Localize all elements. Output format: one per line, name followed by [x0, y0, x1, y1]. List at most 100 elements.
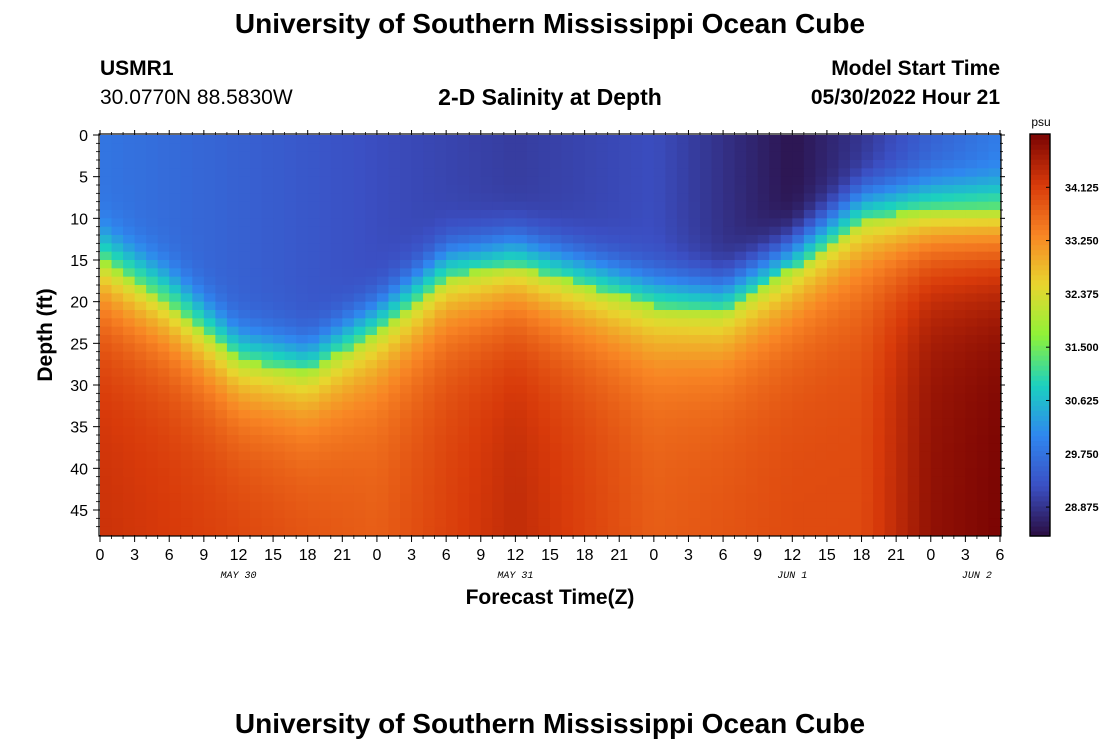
heatmap-cell	[930, 343, 943, 353]
heatmap-cell	[273, 418, 286, 428]
heatmap-cell	[353, 343, 366, 353]
y-tick-label: 10	[70, 211, 88, 228]
heatmap-cell	[226, 235, 240, 244]
heatmap-cell	[953, 410, 966, 419]
heatmap-cell	[596, 393, 609, 403]
heatmap-cell	[780, 318, 793, 328]
heatmap-cell	[134, 143, 147, 153]
heatmap-cell	[942, 201, 955, 211]
colorbar-swatch	[1030, 279, 1050, 286]
heatmap-cell	[607, 451, 620, 461]
heatmap-cell	[250, 160, 263, 169]
heatmap-cell	[296, 518, 309, 528]
heatmap-cell	[746, 218, 759, 228]
heatmap-cell	[388, 401, 401, 411]
heatmap-cell	[503, 243, 516, 253]
heatmap-cell	[815, 285, 828, 294]
heatmap-cell	[723, 401, 736, 411]
heatmap-cell	[123, 293, 136, 303]
heatmap-cell	[134, 201, 147, 211]
heatmap-cell	[411, 226, 424, 236]
heatmap-cell	[780, 326, 793, 336]
heatmap-cell	[238, 335, 251, 344]
heatmap-cell	[803, 143, 816, 153]
heatmap-cell	[342, 418, 355, 428]
heatmap-cell	[630, 485, 643, 494]
colorbar-swatch	[1030, 490, 1050, 497]
heatmap-cell	[134, 435, 147, 444]
heatmap-cell	[676, 210, 690, 219]
heatmap-cell	[123, 510, 136, 519]
heatmap-cell	[861, 310, 874, 319]
heatmap-cell	[134, 343, 147, 353]
colorbar-swatch	[1030, 249, 1050, 256]
heatmap-cell	[965, 185, 978, 194]
heatmap-cell	[665, 493, 678, 503]
heatmap-cell	[723, 460, 736, 469]
heatmap-cell	[919, 226, 932, 236]
heatmap-cell	[515, 226, 528, 236]
heatmap-cell	[965, 135, 978, 144]
heatmap-cell	[988, 385, 1001, 394]
heatmap-cell	[307, 293, 320, 303]
heatmap-cell	[873, 460, 886, 469]
heatmap-cell	[919, 326, 932, 336]
heatmap-cell	[492, 501, 505, 511]
heatmap-cell	[538, 451, 551, 461]
heatmap-cell	[273, 460, 286, 469]
heatmap-cell	[457, 285, 470, 294]
heatmap-cell	[526, 360, 540, 369]
heatmap-cell	[365, 176, 378, 186]
heatmap-cell	[746, 251, 759, 261]
heatmap-cell	[734, 368, 747, 378]
colorbar-swatch	[1030, 525, 1050, 532]
heatmap-cell	[815, 351, 828, 361]
heatmap-cell	[319, 443, 332, 453]
heatmap-cell	[850, 285, 863, 294]
heatmap-cell	[700, 285, 713, 294]
heatmap-cell	[515, 401, 528, 411]
heatmap-cell	[676, 510, 690, 519]
heatmap-cell	[365, 268, 378, 278]
heatmap-cell	[238, 293, 251, 303]
heatmap-cell	[538, 443, 551, 453]
heatmap-cell	[884, 493, 897, 503]
heatmap-cell	[526, 185, 540, 194]
heatmap-cell	[700, 185, 713, 194]
heatmap-cell	[653, 301, 666, 311]
heatmap-cell	[596, 235, 609, 244]
heatmap-cell	[965, 451, 978, 461]
heatmap-cell	[711, 251, 724, 261]
heatmap-cell	[630, 218, 643, 228]
heatmap-cell	[746, 235, 759, 244]
heatmap-cell	[526, 151, 540, 161]
heatmap-cell	[376, 285, 390, 294]
colorbar-swatch	[1030, 174, 1050, 180]
heatmap-cell	[307, 418, 320, 428]
heatmap-cell	[803, 385, 816, 394]
heatmap-cell	[988, 251, 1001, 261]
heatmap-cell	[700, 335, 713, 344]
heatmap-cell	[653, 260, 666, 269]
heatmap-cell	[907, 168, 920, 178]
heatmap-cell	[976, 443, 990, 453]
heatmap-cell	[561, 468, 574, 478]
colorbar-tick-label: 28.875	[1065, 502, 1099, 514]
heatmap-cell	[584, 310, 597, 319]
heatmap-cell	[296, 385, 309, 394]
heatmap-cell	[180, 251, 193, 261]
heatmap-cell	[642, 443, 655, 453]
heatmap-cell	[930, 335, 943, 344]
heatmap-cell	[538, 210, 551, 219]
heatmap-cell	[250, 235, 263, 244]
heatmap-cell	[157, 226, 170, 236]
heatmap-cell	[376, 168, 390, 178]
heatmap-cell	[157, 268, 170, 278]
heatmap-cell	[803, 435, 816, 444]
heatmap-cell	[180, 226, 193, 236]
heatmap-cell	[203, 343, 216, 353]
heatmap-cell	[561, 518, 574, 528]
heatmap-cell	[988, 485, 1001, 494]
heatmap-cell	[630, 410, 643, 419]
heatmap-cell	[665, 368, 678, 378]
